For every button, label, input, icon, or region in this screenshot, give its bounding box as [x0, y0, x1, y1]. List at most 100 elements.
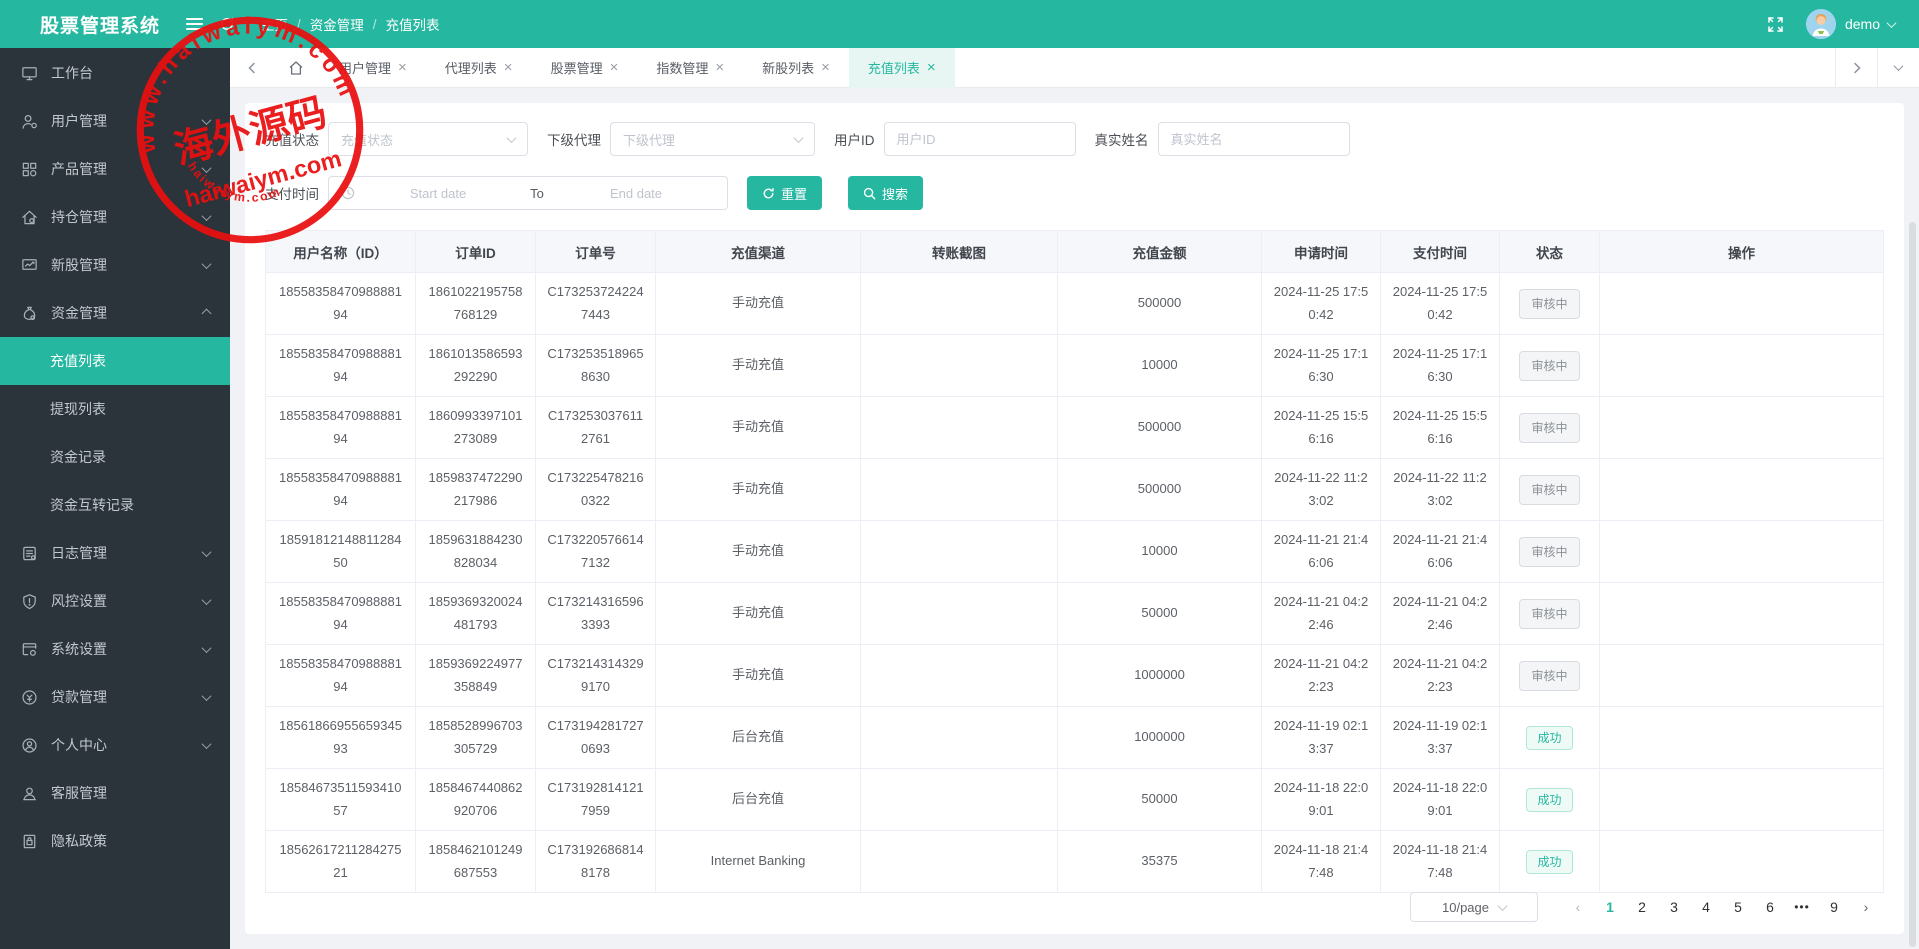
sidebar-item-workbench[interactable]: 工作台	[0, 49, 230, 97]
sidebar-item-fund-mgmt[interactable]: 资金管理	[0, 289, 230, 337]
end-date-input[interactable]: End date	[609, 185, 663, 201]
sub-agent-select[interactable]: 下级代理	[610, 122, 815, 156]
status-badge[interactable]: 审核中	[1519, 536, 1580, 567]
status-badge[interactable]: 审核中	[1519, 288, 1580, 319]
close-icon[interactable]: ×	[926, 59, 936, 76]
sidebar-item-privacy-policy[interactable]: 隐私政策	[0, 817, 230, 865]
search-button[interactable]: 搜索	[848, 176, 924, 210]
more-pages-icon[interactable]: •••	[1794, 900, 1810, 914]
clock-icon	[341, 186, 355, 200]
cell-order-id: 1859369320024481793	[415, 582, 536, 645]
recharge-status-select[interactable]: 充值状态	[328, 122, 528, 156]
status-badge[interactable]: 审核中	[1519, 350, 1580, 381]
sidebar-menu: 工作台 用户管理 产品管理 持仓管理 新股管理 资金管理 充值列表 提现列表 资…	[0, 48, 230, 865]
cell-status: 成功	[1499, 830, 1600, 893]
pay-time-range-picker[interactable]: Start date To End date	[328, 176, 728, 210]
sidebar-item-fund-transfer-records[interactable]: 资金互转记录	[50, 497, 134, 513]
sidebar-item-position-mgmt[interactable]: 持仓管理	[0, 193, 230, 241]
close-icon[interactable]: ×	[609, 59, 619, 76]
table-row: 1859181214881128450 1859631884230828034 C1…	[265, 520, 1884, 583]
sidebar-item-product-mgmt[interactable]: 产品管理	[0, 145, 230, 193]
reset-button[interactable]: 重置	[747, 176, 823, 210]
tab-user-mgmt[interactable]: 用户管理 ×	[339, 59, 407, 76]
page-scrollbar[interactable]	[1909, 222, 1916, 947]
page-3[interactable]: 3	[1670, 899, 1678, 915]
close-icon[interactable]: ×	[821, 59, 830, 76]
sidebar-item-loan-mgmt[interactable]: 贷款管理	[0, 673, 230, 721]
user-menu-chevron-icon[interactable]	[1886, 17, 1897, 28]
cell-amount: 50000	[1057, 582, 1262, 645]
page-2[interactable]: 2	[1638, 899, 1646, 915]
tabs-menu-chevron-icon[interactable]	[1877, 47, 1919, 88]
user-id-label: 用户ID	[834, 133, 875, 148]
close-icon[interactable]: ×	[503, 59, 513, 76]
cell-order-id: 1861022195758768129	[415, 272, 536, 335]
cell-operation	[1599, 458, 1884, 521]
prev-page-icon[interactable]: ‹	[1575, 899, 1581, 915]
status-badge[interactable]: 审核中	[1519, 474, 1580, 505]
cell-order-id: 1858528996703305729	[415, 706, 536, 769]
tabs-scroll-left-icon[interactable]	[230, 62, 272, 74]
tab-stock-mgmt[interactable]: 股票管理 ×	[550, 59, 619, 76]
tabs-scroll-right-icon[interactable]	[1835, 47, 1877, 88]
chevron-icon	[201, 210, 212, 221]
sidebar-item-personal-center[interactable]: 个人中心	[0, 721, 230, 769]
tab-recharge-list[interactable]: 充值列表 ×	[848, 47, 955, 88]
risk-icon	[20, 592, 39, 611]
page-size-select[interactable]: 10/page	[1410, 892, 1538, 922]
tab-index-mgmt[interactable]: 指数管理 ×	[656, 59, 725, 76]
page-4[interactable]: 4	[1702, 899, 1710, 915]
status-badge[interactable]: 审核中	[1519, 598, 1580, 629]
recharge-list-panel: 充值状态 充值状态 下级代理 下级代理 用户ID	[245, 103, 1904, 934]
page-9[interactable]: 9	[1830, 899, 1838, 915]
refresh-icon[interactable]	[219, 16, 235, 32]
sidebar-item-customer-service[interactable]: 客服管理	[0, 769, 230, 817]
cell-order-no: C1732205766147132	[535, 520, 656, 583]
username[interactable]: demo	[1844, 16, 1880, 32]
cell-order-id: 1861013586593292290	[415, 334, 536, 397]
log-icon	[20, 544, 39, 563]
tab-agent-list[interactable]: 代理列表 ×	[444, 59, 513, 76]
cell-status: 审核中	[1499, 334, 1600, 397]
tab-ipo-list[interactable]: 新股列表 ×	[762, 59, 830, 76]
sidebar-item-system-settings[interactable]: 系统设置	[0, 625, 230, 673]
cell-pay-time: 2024-11-21 21:46:06	[1380, 520, 1500, 583]
tabs-bar: 用户管理 × 代理列表 × 股票管理 × 指数管理 × 新股列表 × 充值列表 …	[230, 47, 1919, 88]
fullscreen-icon[interactable]	[1767, 16, 1784, 33]
chevron-icon	[201, 738, 212, 749]
sidebar-item-ipo-mgmt[interactable]: 新股管理	[0, 241, 230, 289]
sidebar-item-risk-settings[interactable]: 风控设置	[0, 577, 230, 625]
status-badge[interactable]: 审核中	[1519, 660, 1580, 691]
tab-home-icon[interactable]	[272, 48, 320, 88]
breadcrumb-item[interactable]: 资金管理	[309, 18, 364, 33]
close-icon[interactable]: ×	[398, 59, 407, 76]
cell-channel: 手动充值	[655, 582, 861, 645]
sidebar-toggle-icon[interactable]	[186, 18, 204, 30]
recharge-table: 用户名称（ID） 订单ID 订单号 充值渠道 转账截图 充值金额 申请时间 支付时间 状态 操作 …	[265, 230, 1884, 893]
service-icon	[20, 784, 39, 803]
breadcrumb-item[interactable]: 主页	[261, 18, 289, 33]
table-row: 1855835847098888194 1859369224977358849 C1…	[265, 644, 1884, 707]
sidebar-item-fund-records[interactable]: 资金记录	[50, 449, 106, 465]
table-row: 1855835847098888194 1859369320024481793 C1…	[265, 582, 1884, 645]
cell-user-id: 1856186695565934593	[265, 706, 416, 769]
real-name-input[interactable]	[1157, 122, 1350, 156]
user-id-input[interactable]	[883, 122, 1076, 156]
main-content: 充值状态 充值状态 下级代理 下级代理 用户ID	[230, 88, 1919, 949]
status-badge[interactable]: 审核中	[1519, 412, 1580, 443]
cell-order-id: 1858467440862920706	[415, 768, 536, 831]
sidebar-item-withdraw-list[interactable]: 提现列表	[50, 401, 106, 417]
page-1[interactable]: 1	[1606, 899, 1614, 915]
next-page-icon[interactable]: ›	[1863, 899, 1869, 915]
sidebar-item-log-mgmt[interactable]: 日志管理	[0, 529, 230, 577]
breadcrumb-item[interactable]: 充值列表	[385, 18, 440, 33]
start-date-input[interactable]: Start date	[409, 185, 467, 201]
sidebar-item-user-mgmt[interactable]: 用户管理	[0, 97, 230, 145]
sidebar-item-recharge-list[interactable]: 充值列表	[0, 337, 230, 385]
avatar[interactable]	[1805, 9, 1836, 39]
page-6[interactable]: 6	[1766, 899, 1774, 915]
page-5[interactable]: 5	[1734, 899, 1742, 915]
cell-apply-time: 2024-11-25 17:16:30	[1261, 334, 1381, 397]
close-icon[interactable]: ×	[715, 59, 725, 76]
cell-amount: 500000	[1057, 396, 1262, 459]
